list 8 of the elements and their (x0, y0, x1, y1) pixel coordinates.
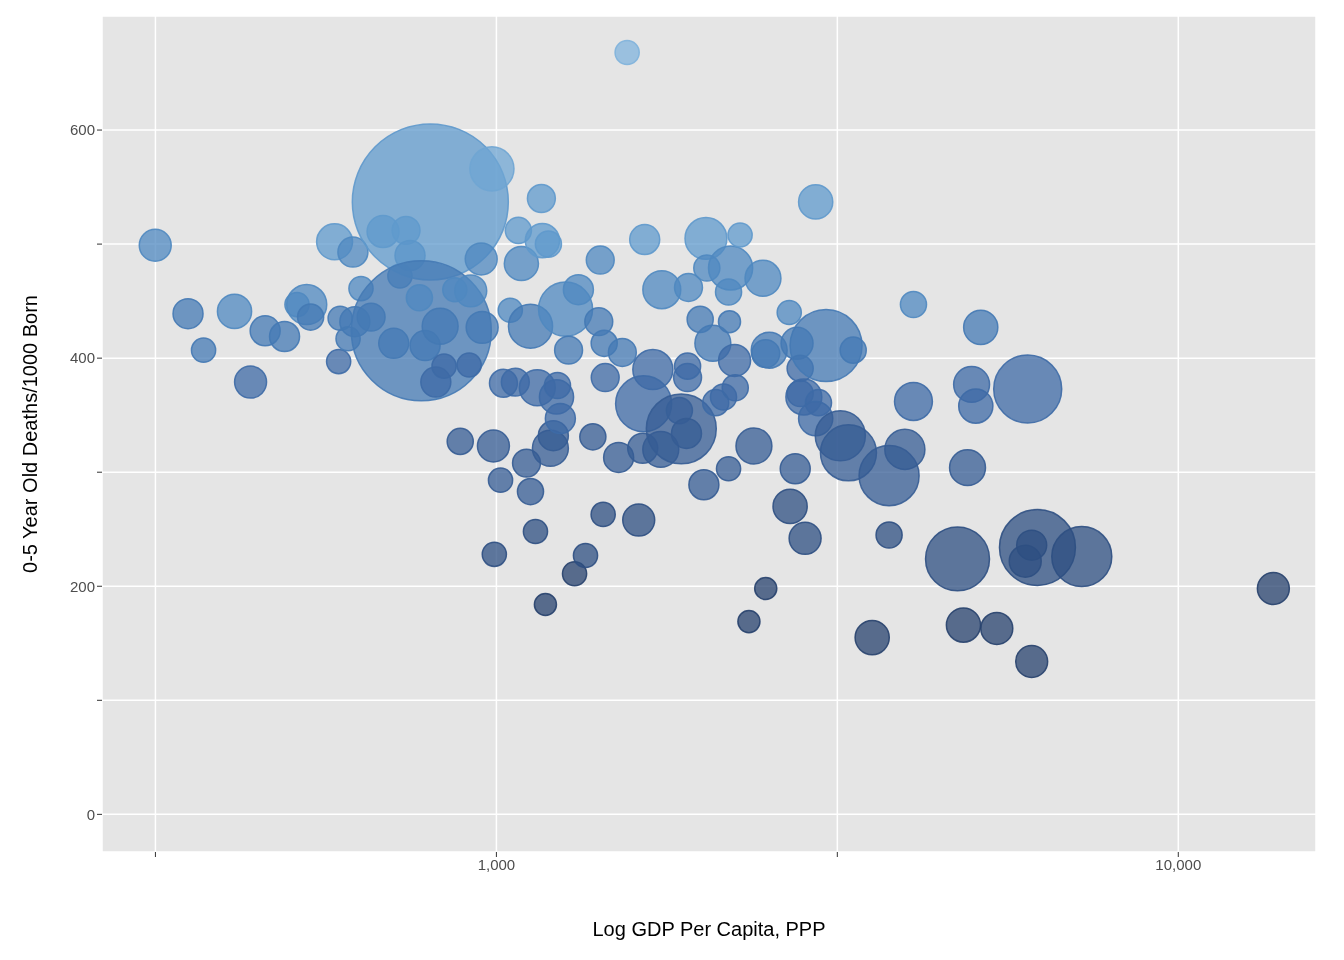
x-tick-label: 10,000 (1155, 855, 1202, 873)
y-tick-label: 200 (69, 577, 95, 595)
x-tick-label: 1,000 (477, 855, 516, 873)
y-tick-label: 0 (86, 805, 95, 823)
y-tick-label: 600 (69, 121, 95, 139)
y-tick-label: 400 (69, 349, 95, 367)
y-axis-title: 0-5 Year Old Deaths/1000 Born (19, 295, 42, 573)
x-axis-title: Log GDP Per Capita, PPP (592, 918, 826, 941)
